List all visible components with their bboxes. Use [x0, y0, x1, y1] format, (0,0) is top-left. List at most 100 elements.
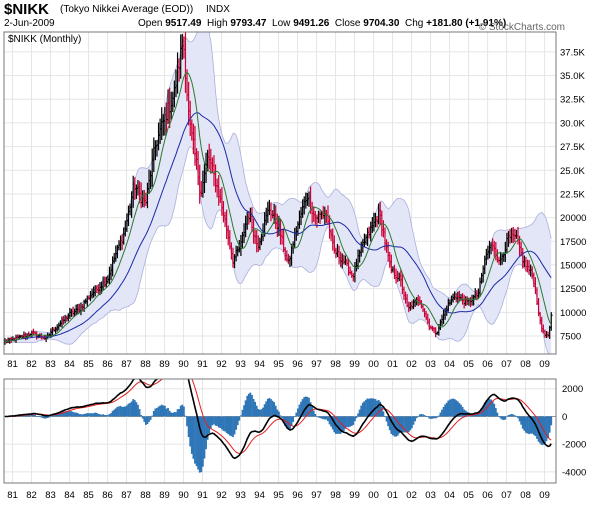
price-plot	[4, 32, 553, 354]
macd-histogram-bar	[540, 416, 543, 445]
macd-histogram-bar	[205, 416, 207, 450]
price-x-tick-label: 87	[121, 359, 132, 370]
macd-histogram-bar	[384, 416, 386, 418]
macd-histogram-bar	[550, 416, 553, 426]
macd-histogram-bar	[171, 412, 174, 417]
macd-histogram-bar	[78, 414, 81, 417]
macd-histogram-bar	[353, 416, 356, 422]
price-y-tick-label: 20000	[560, 213, 586, 224]
macd-histogram-bar	[163, 405, 166, 417]
macd-histogram-bar	[265, 401, 268, 417]
low-label: Low	[272, 18, 291, 29]
price-x-tick-label: 92	[216, 359, 227, 370]
macd-histogram-bar	[379, 401, 382, 417]
macd-histogram-bar	[531, 416, 534, 434]
macd-x-tick-label: 08	[520, 490, 531, 501]
macd-histogram-bar	[544, 416, 546, 444]
macd-histogram-bar	[520, 416, 523, 425]
macd-histogram-bar	[312, 410, 315, 417]
macd-histogram-bar	[198, 416, 201, 473]
macd-x-tick-label: 04	[444, 490, 455, 501]
macd-histogram-bar	[46, 416, 49, 418]
macd-histogram-bar	[159, 405, 162, 417]
macd-histogram-bar	[518, 416, 521, 422]
macd-histogram-bar	[80, 414, 82, 417]
macd-histogram-bar	[220, 416, 223, 430]
macd-histogram-bar	[130, 401, 133, 417]
macd-signal-line	[4, 379, 552, 454]
macd-histogram-bar	[499, 416, 502, 419]
macd-histogram-bar	[258, 409, 261, 417]
macd-histogram-bar	[238, 416, 241, 421]
macd-histogram-bar	[510, 413, 513, 417]
macd-histogram-bar	[453, 399, 456, 417]
macd-histogram-bar	[420, 414, 423, 417]
close-value: 9704.30	[363, 18, 400, 29]
macd-x-tick-label: 84	[64, 490, 75, 501]
price-axes: 7500 10000 12500 15000 17500 20000 22.5K 25.0K 2…	[3, 31, 586, 370]
macd-histogram-bar	[387, 416, 390, 427]
index-full-name: (Tokyo Nikkei Average (EOD))	[60, 4, 194, 15]
price-y-tick-label: 15000	[560, 260, 586, 271]
macd-histogram-bar	[441, 409, 443, 417]
macd-histogram-bar	[89, 413, 92, 417]
macd-histogram-bar	[257, 409, 260, 417]
macd-histogram-bar	[433, 416, 435, 419]
macd-x-tick-label: 94	[254, 490, 265, 501]
macd-histogram-bar	[458, 403, 461, 417]
macd-histogram-bar	[360, 405, 363, 417]
macd-x-tick-label: 97	[311, 490, 322, 501]
macd-histogram-bar	[292, 416, 295, 422]
macd-histogram-bar	[4, 416, 6, 418]
macd-histogram-bar	[154, 408, 157, 417]
macd-panel-border	[3, 378, 557, 484]
macd-histogram-bar	[228, 416, 231, 436]
macd-x-tick-label: 88	[140, 490, 151, 501]
macd-histogram-bar	[157, 406, 160, 417]
macd-histogram-bar	[81, 414, 84, 417]
macd-histogram-bar	[322, 416, 325, 420]
macd-histogram-bar	[76, 413, 79, 417]
macd-histogram-bar	[342, 416, 345, 431]
macd-histogram-bar	[296, 408, 299, 417]
macd-histogram-bar	[211, 416, 214, 426]
price-x-tick-label: 07	[501, 359, 512, 370]
macd-histogram-bar	[493, 403, 496, 417]
price-x-tick-label: 97	[311, 359, 322, 370]
macd-histogram-bar	[100, 414, 103, 417]
price-x-tick-label: 86	[102, 359, 113, 370]
macd-histogram-bar	[144, 416, 147, 425]
macd-histogram-bar	[426, 416, 429, 418]
macd-histogram-bar	[195, 416, 198, 467]
macd-histogram-bar	[35, 416, 38, 417]
macd-histogram-bar	[243, 405, 245, 417]
macd-histogram-bar	[371, 398, 374, 417]
macd-histogram-bar	[246, 395, 249, 417]
price-x-tick-label: 03	[425, 359, 436, 370]
macd-histogram-bar	[368, 398, 371, 417]
macd-histogram-bar	[333, 416, 336, 433]
macd-histogram-bar	[471, 414, 473, 417]
macd-histogram-bar	[409, 416, 412, 431]
macd-histogram-bar	[523, 416, 526, 431]
price-x-tick-label: 01	[387, 359, 398, 370]
macd-histogram-bar	[151, 415, 154, 417]
macd-histogram-bar	[235, 416, 238, 430]
macd-histogram-bar	[146, 416, 149, 425]
macd-histogram-bar	[392, 416, 394, 436]
macd-histogram-bar	[276, 409, 279, 417]
macd-histogram-bar	[121, 406, 124, 417]
price-x-tick-label: 09	[539, 359, 550, 370]
macd-histogram-bar	[94, 412, 97, 417]
macd-x-tick-label: 86	[102, 490, 113, 501]
macd-histogram-bar	[463, 409, 466, 417]
price-y-tick-label: 22.5K	[560, 189, 585, 200]
macd-histogram-bar	[475, 413, 478, 417]
brand-watermark: © StockCharts.com	[478, 22, 565, 33]
price-y-tick-label: 10000	[560, 308, 586, 319]
macd-histogram-bar	[488, 399, 491, 417]
macd-histogram-bar	[83, 413, 86, 417]
macd-histogram-bar	[254, 401, 257, 417]
macd-histogram-bar	[27, 415, 30, 417]
macd-histogram-bar	[548, 416, 551, 433]
